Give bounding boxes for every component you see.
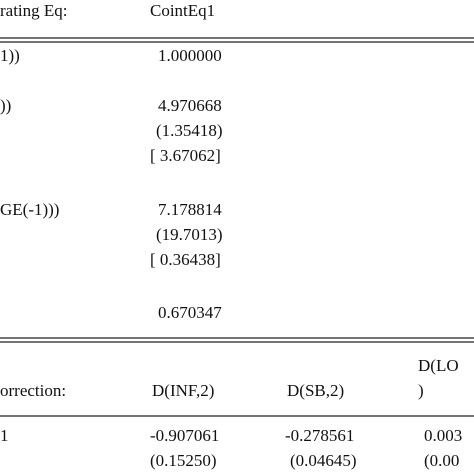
standard-error: (0.15250) (150, 451, 217, 470)
coefficient: 4.970668 (158, 96, 222, 115)
row-header: rating Eq: (0, 1, 68, 20)
coefficient: -0.278561 (285, 426, 354, 445)
standard-error: (0.04645) (290, 451, 357, 470)
row-label: 1 (0, 426, 9, 445)
row-header: orrection: (0, 381, 66, 400)
coefficient: 1.000000 (158, 46, 222, 65)
row-label: GE(-1))) (0, 200, 59, 219)
t-statistic: [ 0.36438] (150, 250, 221, 269)
standard-error: (1.35418) (156, 121, 223, 140)
coefficient: -0.907061 (150, 426, 219, 445)
column-header: ) (418, 381, 424, 400)
column-header: D(INF,2) (152, 381, 214, 400)
row-label: )) (0, 96, 11, 115)
standard-error: (19.7013) (156, 225, 223, 244)
coefficient: 0.003 (424, 426, 462, 445)
coefficient: 0.670347 (158, 303, 222, 322)
t-statistic: [ 3.67062] (150, 146, 221, 165)
row-label: 1)) (0, 46, 20, 65)
coefficient: 7.178814 (158, 200, 222, 219)
standard-error: (0.00 (424, 451, 459, 470)
column-header: D(SB,2) (287, 381, 344, 400)
column-header: CointEq1 (150, 1, 215, 20)
column-header: D(LO (418, 356, 459, 375)
